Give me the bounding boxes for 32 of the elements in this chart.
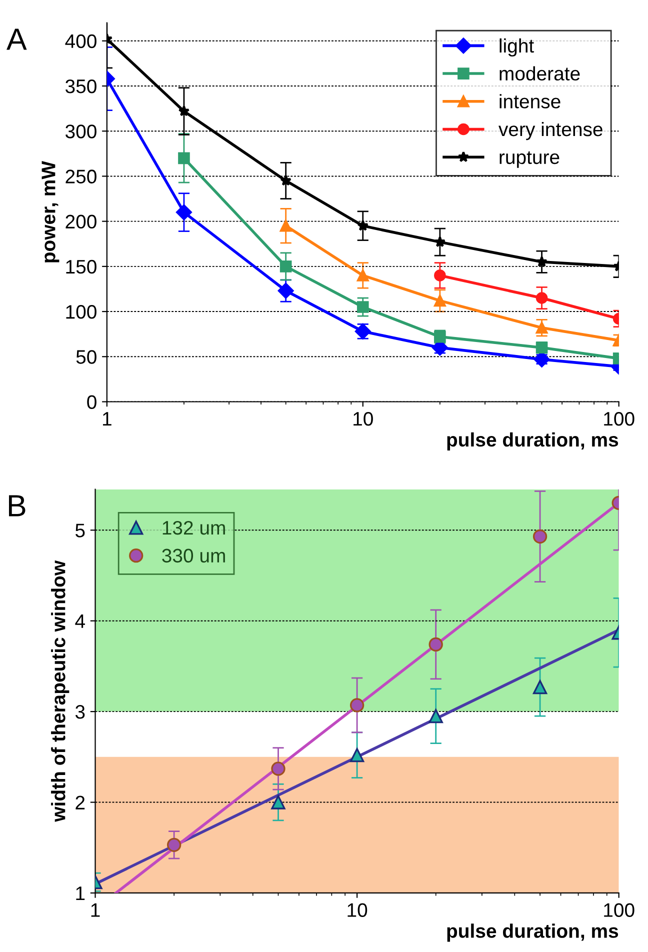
legend-label: very intense — [498, 122, 602, 140]
text: B — [8, 495, 26, 516]
y-tick-label: 300 — [66, 124, 96, 138]
y-tick-label: 200 — [66, 214, 96, 229]
x-axis-title: pulse duration, ms — [447, 432, 618, 450]
legend-label: 132 um — [162, 520, 225, 535]
legend-label: moderate — [500, 66, 580, 81]
text: A — [6, 28, 27, 50]
x-tick-label: 100 — [604, 412, 634, 426]
legend-label: 330 um — [162, 548, 225, 563]
legend-label: rupture — [500, 151, 560, 168]
y-axis-title: power, mW — [42, 160, 60, 262]
legend-label: intense — [500, 94, 560, 108]
x-tick-label: 100 — [604, 903, 634, 917]
y-tick-label: 400 — [65, 34, 96, 48]
x-tick-label: 10 — [354, 412, 373, 426]
y-tick-label: 250 — [66, 170, 96, 184]
y-tick-label: 100 — [66, 305, 96, 319]
y-tick-label: 350 — [66, 79, 96, 94]
y-tick-label: 4 — [75, 614, 85, 628]
x-tick-label: 1 — [102, 412, 112, 426]
y-tick-label: 5 — [76, 524, 85, 538]
y-tick-label: 50 — [76, 350, 96, 364]
y-tick-label: 3 — [75, 705, 85, 719]
y-tick-label: 150 — [66, 260, 96, 274]
y-tick-label: 0 — [87, 395, 96, 409]
y-tick-label: 1 — [76, 886, 85, 900]
x-axis-title: pulse duration, ms — [447, 924, 618, 942]
y-axis-title: width of therapeutic window — [51, 560, 70, 822]
legend-label: light — [500, 38, 534, 57]
x-tick-label: 10 — [348, 903, 368, 917]
y-tick-label: 2 — [76, 796, 85, 810]
